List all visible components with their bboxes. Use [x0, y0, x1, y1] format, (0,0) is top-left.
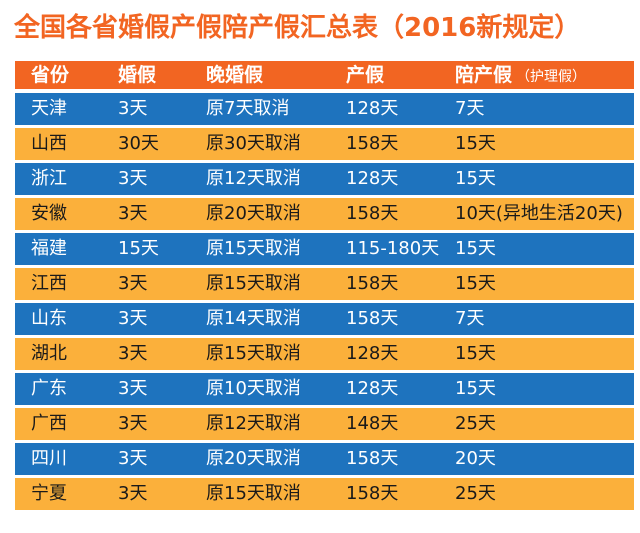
header-late-marriage-leave: 晚婚假	[206, 64, 264, 86]
paternity-leave-cell: 20天	[455, 448, 496, 469]
marriage-leave-cell: 3天	[118, 413, 148, 434]
marriage-leave-cell: 3天	[118, 448, 148, 469]
table-row: 天津 3天 原7天取消 128天 7天	[15, 93, 634, 125]
header-marriage-leave: 婚假	[118, 64, 157, 86]
header-paternity-leave: 陪产假 （护理假）	[455, 61, 586, 91]
late-marriage-leave-cell: 原12天取消	[206, 413, 301, 434]
province-cell: 江西	[31, 273, 67, 294]
marriage-leave-cell: 3天	[118, 203, 148, 224]
header-maternity-leave: 产假	[346, 64, 385, 86]
late-marriage-leave-cell: 原10天取消	[206, 378, 301, 399]
late-marriage-leave-cell: 原20天取消	[206, 203, 301, 224]
maternity-leave-cell: 128天	[346, 343, 399, 364]
late-marriage-leave-cell: 原15天取消	[206, 343, 301, 364]
marriage-leave-cell: 3天	[118, 308, 148, 329]
maternity-leave-cell: 158天	[346, 448, 399, 469]
paternity-leave-cell: 25天	[455, 483, 496, 504]
late-marriage-leave-cell: 原15天取消	[206, 483, 301, 504]
province-cell: 四川	[31, 448, 67, 469]
province-cell: 浙江	[31, 168, 67, 189]
header-paternity-note: （护理假）	[516, 69, 587, 85]
paternity-leave-cell: 15天	[455, 273, 496, 294]
late-marriage-leave-cell: 原20天取消	[206, 448, 301, 469]
maternity-leave-cell: 128天	[346, 168, 399, 189]
table-row: 安徽 3天 原20天取消 158天 10天(异地生活20天)	[15, 198, 634, 230]
table-row: 山西 30天 原30天取消 158天 15天	[15, 128, 634, 160]
maternity-leave-cell: 158天	[346, 483, 399, 504]
table-row: 山东 3天 原14天取消 158天 7天	[15, 303, 634, 335]
province-cell: 山西	[31, 133, 67, 154]
maternity-leave-cell: 128天	[346, 98, 399, 119]
table-row: 江西 3天 原15天取消 158天 15天	[15, 268, 634, 300]
marriage-leave-cell: 3天	[118, 168, 148, 189]
marriage-leave-cell: 3天	[118, 483, 148, 504]
paternity-leave-cell: 10天(异地生活20天)	[455, 203, 623, 224]
marriage-leave-cell: 3天	[118, 273, 148, 294]
table-row: 湖北 3天 原15天取消 128天 15天	[15, 338, 634, 370]
maternity-leave-cell: 158天	[346, 273, 399, 294]
province-cell: 广东	[31, 378, 67, 399]
province-cell: 宁夏	[31, 483, 67, 504]
header-paternity-label: 陪产假	[455, 64, 513, 86]
marriage-leave-cell: 30天	[118, 133, 159, 154]
province-cell: 天津	[31, 98, 67, 119]
marriage-leave-cell: 15天	[118, 238, 159, 259]
province-cell: 湖北	[31, 343, 67, 364]
late-marriage-leave-cell: 原12天取消	[206, 168, 301, 189]
maternity-leave-cell: 148天	[346, 413, 399, 434]
paternity-leave-cell: 15天	[455, 168, 496, 189]
maternity-leave-cell: 158天	[346, 308, 399, 329]
late-marriage-leave-cell: 原15天取消	[206, 273, 301, 294]
table-header-row: 省份 婚假 晚婚假 产假 陪产假 （护理假）	[15, 61, 634, 89]
maternity-leave-cell: 158天	[346, 133, 399, 154]
paternity-leave-cell: 15天	[455, 133, 496, 154]
table-row: 四川 3天 原20天取消 158天 20天	[15, 443, 634, 475]
province-cell: 广西	[31, 413, 67, 434]
maternity-leave-cell: 128天	[346, 378, 399, 399]
paternity-leave-cell: 25天	[455, 413, 496, 434]
marriage-leave-cell: 3天	[118, 343, 148, 364]
late-marriage-leave-cell: 原15天取消	[206, 238, 301, 259]
late-marriage-leave-cell: 原14天取消	[206, 308, 301, 329]
leave-table: 省份 婚假 晚婚假 产假 陪产假 （护理假） 天津 3天 原7天取消 128天 7天 山西 3…	[15, 61, 634, 513]
table-row: 宁夏 3天 原15天取消 158天 25天	[15, 478, 634, 510]
table-body: 天津 3天 原7天取消 128天 7天 山西 30天 原30天取消 158天 15天 浙江 3天 原12…	[15, 93, 634, 510]
province-cell: 安徽	[31, 203, 67, 224]
late-marriage-leave-cell: 原7天取消	[206, 98, 290, 119]
paternity-leave-cell: 7天	[455, 98, 485, 119]
table-row: 浙江 3天 原12天取消 128天 15天	[15, 163, 634, 195]
paternity-leave-cell: 7天	[455, 308, 485, 329]
province-cell: 福建	[31, 238, 67, 259]
late-marriage-leave-cell: 原30天取消	[206, 133, 301, 154]
header-province: 省份	[31, 64, 70, 86]
table-row: 广西 3天 原12天取消 148天 25天	[15, 408, 634, 440]
paternity-leave-cell: 15天	[455, 378, 496, 399]
marriage-leave-cell: 3天	[118, 378, 148, 399]
page-title: 全国各省婚假产假陪产假汇总表（2016新规定）	[14, 13, 581, 43]
paternity-leave-cell: 15天	[455, 343, 496, 364]
maternity-leave-cell: 158天	[346, 203, 399, 224]
paternity-leave-cell: 15天	[455, 238, 496, 259]
province-cell: 山东	[31, 308, 67, 329]
table-row: 福建 15天 原15天取消 115-180天 15天	[15, 233, 634, 265]
maternity-leave-cell: 115-180天	[346, 238, 440, 259]
table-row: 广东 3天 原10天取消 128天 15天	[15, 373, 634, 405]
marriage-leave-cell: 3天	[118, 98, 148, 119]
